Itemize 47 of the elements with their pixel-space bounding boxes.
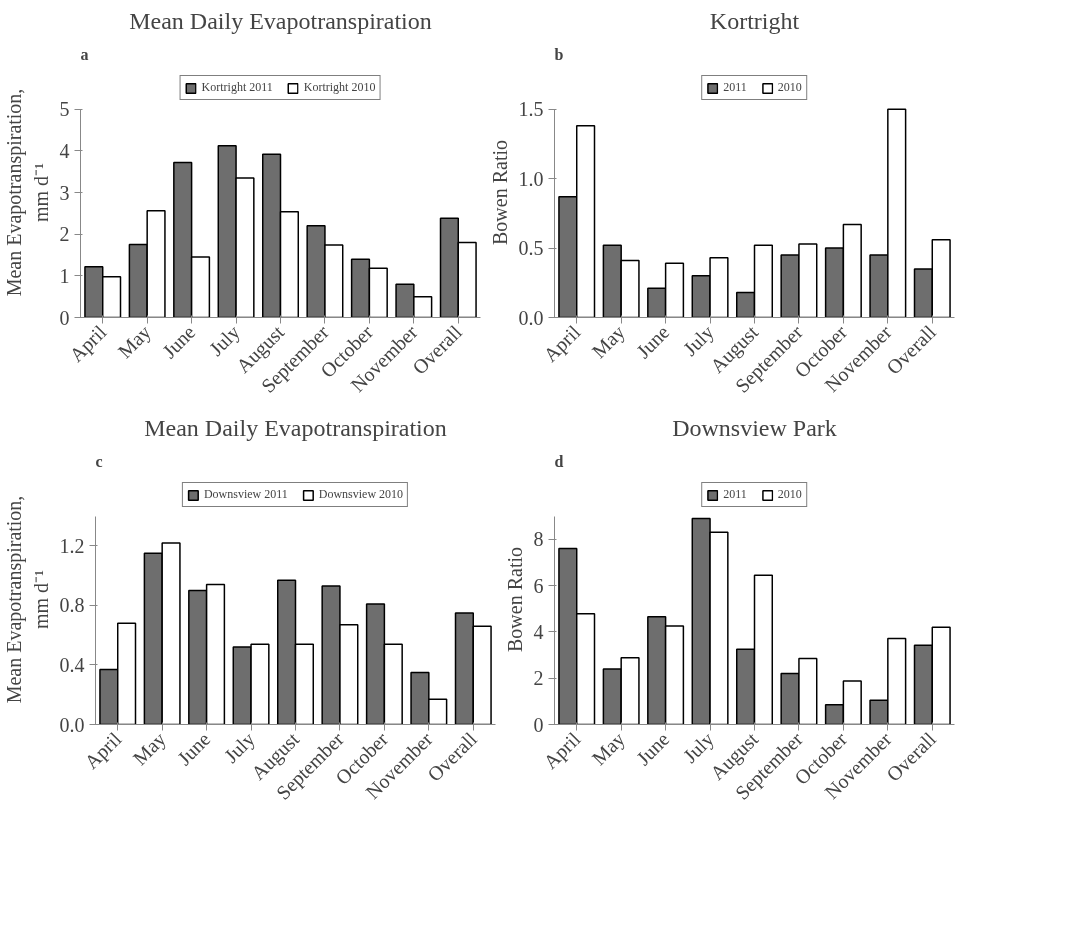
x-tick-label: June (631, 320, 674, 363)
chart-title: Downsview Park (672, 414, 837, 441)
y-tick-label: 2 (59, 223, 70, 246)
chart-title: Mean Daily Evapotranspiration (129, 7, 432, 34)
y-tick-label: 0 (59, 306, 70, 329)
x-tick-label: June (172, 727, 215, 770)
y-tick-label: 4 (533, 620, 544, 643)
chart-title: Mean Daily Evapotranspiration (144, 414, 447, 441)
y-tick-label: 8 (533, 528, 544, 551)
x-tick-label: June (631, 727, 674, 770)
y-axis-title: Mean Evapotranspiration, mm d⁻¹ (3, 88, 52, 297)
y-tick-label: 0 (533, 713, 544, 736)
legend-label: 2010 (777, 487, 802, 502)
y-tick-label: 5 (59, 98, 70, 121)
text: a (80, 45, 89, 63)
y-tick-label: 0.0 (59, 713, 85, 736)
y-axis-title: Bowen Ratio (503, 547, 526, 652)
y-tick-label: 1 (59, 264, 70, 287)
y-tick-label: 1.2 (59, 534, 85, 557)
text: b (554, 45, 564, 63)
y-tick-label: 4 (59, 139, 70, 162)
y-axis-title: Mean Evapotranspiration, mm d⁻¹ (3, 495, 52, 704)
y-tick-label: 0.8 (59, 594, 85, 617)
y-tick-label: 0.4 (59, 653, 85, 676)
legend-label: 2011 (723, 80, 747, 95)
legend-label: 2011 (723, 487, 747, 502)
x-tick-label: May (587, 727, 630, 770)
y-tick-label: 3 (59, 181, 70, 204)
legend-label: Downsview 2010 (318, 487, 404, 502)
x-tick-label: May (113, 320, 156, 363)
legend-label: 2010 (777, 80, 802, 95)
y-tick-label: 1.0 (518, 167, 544, 190)
chart-title: Kortright (709, 7, 800, 34)
x-tick-label: June (157, 320, 200, 363)
y-tick-label: 0.0 (518, 306, 544, 329)
y-tick-label: 1.5 (518, 98, 544, 121)
legend-label: Downsview 2011 (203, 487, 288, 502)
y-tick-label: 2 (533, 667, 544, 690)
y-tick-label: 6 (533, 574, 544, 597)
x-tick-label: May (128, 727, 171, 770)
legend-label: Kortright 2011 (201, 80, 273, 95)
text: c (95, 452, 103, 470)
y-tick-label: 0.5 (518, 237, 544, 260)
legend-label: Kortright 2010 (303, 80, 376, 95)
x-tick-label: May (587, 320, 630, 363)
y-axis-title: Bowen Ratio (488, 140, 511, 245)
text: d (554, 452, 564, 470)
